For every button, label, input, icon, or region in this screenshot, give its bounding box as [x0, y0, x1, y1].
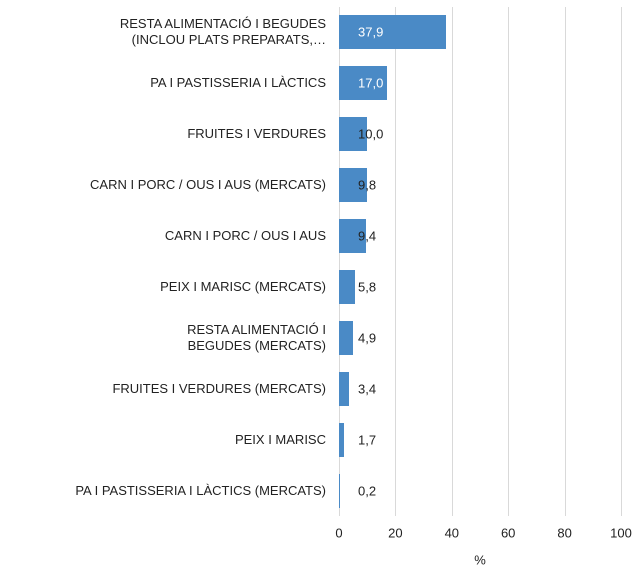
x-tick-label: 80 — [557, 525, 572, 541]
value-label: 3,4 — [358, 381, 377, 397]
category-label: PEIX I MARISC (MERCATS) — [160, 278, 326, 294]
grid-line — [621, 7, 622, 516]
bar — [339, 473, 340, 508]
bar — [339, 66, 387, 101]
category-label: RESTA ALIMENTACIÓ I BEGUDES (INCLOU PLAT… — [119, 16, 326, 48]
bar — [339, 371, 349, 406]
bar — [339, 168, 367, 203]
bar — [339, 117, 368, 152]
value-label: 9,4 — [358, 228, 377, 244]
grid-line — [564, 7, 566, 516]
bar — [339, 320, 353, 355]
bar — [339, 422, 344, 457]
category-label: CARN I PORC / OUS I AUS — [164, 228, 326, 244]
value-label: 17,0 — [358, 75, 384, 91]
x-tick-label: 100 — [610, 525, 632, 541]
grid-line — [395, 7, 397, 516]
bar — [339, 219, 366, 254]
x-tick-label: 20 — [388, 525, 403, 541]
category-label: RESTA ALIMENTACIÓ I BEGUDES (MERCATS) — [187, 321, 326, 353]
category-label: PEIX I MARISC — [234, 431, 326, 447]
value-label: 1,7 — [358, 432, 377, 448]
category-label: CARN I PORC / OUS I AUS (MERCATS) — [90, 177, 326, 193]
x-axis-label: % — [474, 552, 486, 567]
value-label: 5,8 — [358, 279, 377, 295]
category-label: FRUITES I VERDURES (MERCATS) — [112, 380, 326, 396]
bar — [339, 15, 446, 50]
grid-line — [451, 7, 453, 516]
value-label: 10,0 — [358, 126, 384, 142]
grid-line — [508, 7, 510, 516]
category-label: PA I PASTISSERIA I LÀCTICS — [150, 75, 326, 91]
value-label: 0,2 — [358, 483, 377, 499]
category-label: FRUITES I VERDURES — [187, 126, 326, 142]
value-label: 4,9 — [358, 330, 377, 346]
x-tick-label: 60 — [500, 525, 516, 541]
x-tick-label: 40 — [444, 525, 460, 541]
x-tick-label: 0 — [335, 525, 343, 541]
category-label: PA I PASTISSERIA I LÀCTICS (MERCATS) — [75, 482, 326, 498]
value-label: 37,9 — [358, 24, 384, 40]
grid-line — [339, 7, 340, 516]
bar — [339, 269, 356, 304]
value-label: 9,8 — [358, 177, 377, 193]
